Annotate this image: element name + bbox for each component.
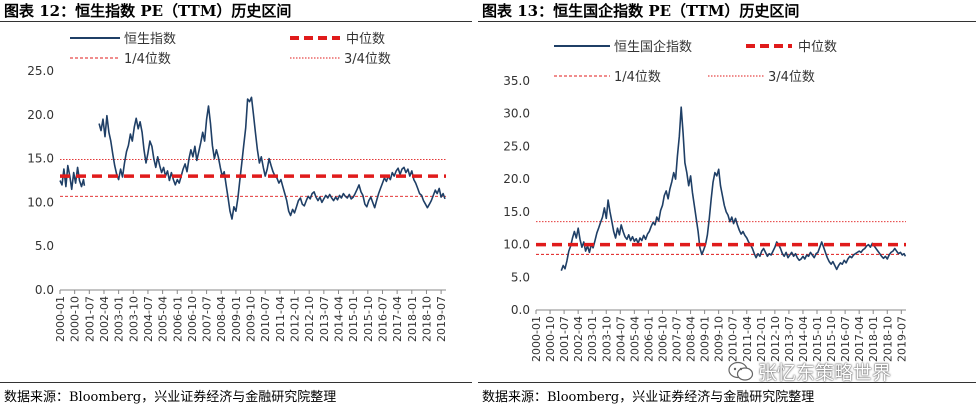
x-tick-label: 2006-10 [656,316,669,362]
x-tick-label: 2007-07 [671,316,684,362]
x-tick-label: 2013-07 [783,316,796,362]
legend-label-q1: 1/4位数 [124,52,171,67]
x-tick-label: 2016-07 [839,316,852,362]
source-divider [478,382,976,383]
y-tick-label: 20.0 [27,108,54,122]
legend-label-q1: 1/4位数 [614,70,661,85]
x-tick-label: 2014-04 [333,296,346,342]
y-tick-label: 0.0 [511,303,530,317]
x-tick-label: 2005-04 [157,296,170,342]
x-tick-label: 2009-10 [245,296,258,342]
series-line [560,106,907,271]
wechat-icon [728,361,754,381]
x-tick-label: 2013-07 [318,296,331,342]
series-line [59,96,446,220]
legend-label-series: 恒生指数 [124,32,176,47]
x-tick-label: 2009-10 [713,316,726,362]
x-tick-label: 2017-04 [391,296,404,342]
source-divider [0,382,472,383]
x-tick-label: 2015-01 [811,316,824,362]
x-tick-label: 2010-07 [727,316,740,362]
legend-label-q3: 3/4位数 [768,70,815,85]
x-tick-label: 2001-07 [83,296,96,342]
x-tick-label: 2006-01 [171,296,184,342]
x-tick-label: 2018-10 [881,316,894,362]
chart-panel-hscei: 图表 13：恒生国企指数 PE（TTM）历史区间 恒生国企指数 中位数 1/4位数 3… [478,0,976,416]
y-tick-label: 5.0 [35,239,54,253]
x-tick-label: 2000-01 [530,316,543,362]
legend-label-median: 中位数 [798,40,837,55]
y-tick-label: 25.0 [503,139,530,153]
y-tick-label: 10.0 [503,238,530,252]
y-tick-label: 0.0 [35,283,54,297]
y-tick-label: 25.0 [27,64,54,78]
x-tick-label: 2015-01 [347,296,360,342]
chart-panel-hsi: 图表 12：恒生指数 PE（TTM）历史区间 恒生指数 中位数 1/4位数 3/4位数… [0,0,472,416]
x-tick-label: 2009-01 [230,296,243,342]
y-tick-label: 10.0 [27,195,54,209]
x-tick-label: 2006-10 [186,296,199,342]
legend-label-series: 恒生国企指数 [614,39,692,55]
chart-title: 图表 13：恒生国企指数 PE（TTM）历史区间 [482,2,800,20]
x-tick-label: 2018-01 [406,296,419,342]
x-tick-label: 2001-07 [558,316,571,362]
chart-source: 数据来源：Bloomberg，兴业证券经济与金融研究院整理 [4,390,337,405]
chart-svg: 恒生指数 中位数 1/4位数 3/4位数 0.0 5.0 10.0 15.0 20.0 25.0 2… [27,32,448,342]
x-tick-label: 2002-04 [572,316,585,362]
x-tick-label: 2008-04 [215,296,228,342]
x-tick-label: 2000-10 [544,316,557,362]
x-tick-label: 2012-10 [769,316,782,362]
x-tick-label: 2017-04 [853,316,866,362]
x-tick-label: 2015-10 [825,316,838,362]
x-tick-label: 2018-01 [867,316,880,362]
x-tick-label: 2019-07 [895,316,908,362]
watermark-text: 张忆东策略世界 [758,362,892,384]
legend-label-median: 中位数 [346,32,385,47]
x-tick-label: 2014-04 [797,316,810,362]
x-tick-label: 2009-01 [699,316,712,362]
x-tick-label: 2012-01 [755,316,768,362]
x-tick-label: 2006-01 [642,316,655,362]
x-tick-label: 2019-07 [435,296,448,342]
chart-svg: 恒生国企指数 中位数 1/4位数 3/4位数 0.0 5.0 10.0 15.0 20.0 25.… [503,39,908,362]
y-tick-label: 20.0 [503,172,530,186]
x-tick-label: 2003-10 [600,316,613,362]
y-tick-label: 35.0 [503,74,530,88]
x-tick-label: 2005-04 [628,316,641,362]
x-tick-label: 2007-07 [201,296,214,342]
x-tick-label: 2004-07 [142,296,155,342]
legend-label-q3: 3/4位数 [344,52,391,67]
chart-source: 数据来源：Bloomberg，兴业证券经济与金融研究院整理 [482,390,815,405]
x-tick-label: 2000-01 [54,296,67,342]
x-tick-label: 2011-04 [274,296,287,342]
x-tick-label: 2012-10 [303,296,316,342]
x-tick-label: 2010-07 [259,296,272,342]
y-tick-label: 30.0 [503,107,530,121]
x-tick-label: 2003-10 [127,296,140,342]
x-tick-label: 2008-04 [685,316,698,362]
x-tick-label: 2003-01 [586,316,599,362]
x-tick-label: 2004-07 [614,316,627,362]
y-tick-label: 5.0 [511,270,530,284]
x-tick-label: 2015-10 [362,296,375,342]
x-tick-label: 2018-10 [420,296,433,342]
title-divider [0,21,472,22]
chart-title: 图表 12：恒生指数 PE（TTM）历史区间 [4,2,292,20]
x-tick-label: 2011-04 [741,316,754,362]
x-tick-label: 2016-07 [376,296,389,342]
x-tick-label: 2012-01 [289,296,302,342]
x-tick-label: 2000-10 [69,296,82,342]
x-tick-label: 2002-04 [98,296,111,342]
x-tick-label: 2003-01 [113,296,126,342]
title-divider [478,21,976,22]
y-tick-label: 15.0 [503,205,530,219]
y-tick-label: 15.0 [27,152,54,166]
